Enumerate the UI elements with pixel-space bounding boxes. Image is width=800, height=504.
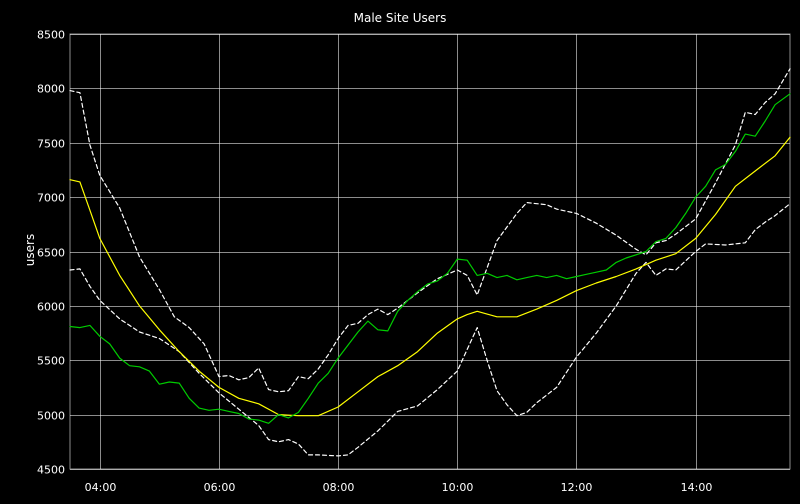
y-tick-label: 8500 bbox=[37, 29, 65, 42]
y-tick-label: 4500 bbox=[37, 464, 65, 477]
series-layer bbox=[69, 68, 791, 457]
x-tick-label: 04:00 bbox=[85, 481, 117, 494]
y-tick-label: 6000 bbox=[37, 301, 65, 314]
axis-layer: 4500 5000 5500 6000 6500 7000 7500 8000 8500 04:0… bbox=[37, 29, 712, 495]
y-tick-label: 8000 bbox=[37, 83, 65, 96]
y-tick-label: 5500 bbox=[37, 355, 65, 368]
x-tick-label: 12:00 bbox=[561, 481, 593, 494]
y-tick-label: 7500 bbox=[37, 138, 65, 151]
lower-band-line bbox=[69, 203, 791, 457]
grid-layer bbox=[69, 33, 791, 470]
chart-title: Male Site Users bbox=[354, 11, 447, 25]
actual-line bbox=[69, 93, 791, 424]
upper-band-line bbox=[69, 68, 791, 393]
x-tick-label: 14:00 bbox=[681, 481, 713, 494]
forecast-line bbox=[69, 136, 791, 417]
x-tick-label: 06:00 bbox=[204, 481, 236, 494]
y-tick-label: 5000 bbox=[37, 410, 65, 423]
y-tick-label: 6500 bbox=[37, 247, 65, 260]
y-axis-label: users bbox=[23, 234, 37, 266]
x-tick-label: 10:00 bbox=[442, 481, 474, 494]
y-tick-label: 7000 bbox=[37, 192, 65, 205]
x-tick-label: 08:00 bbox=[323, 481, 355, 494]
